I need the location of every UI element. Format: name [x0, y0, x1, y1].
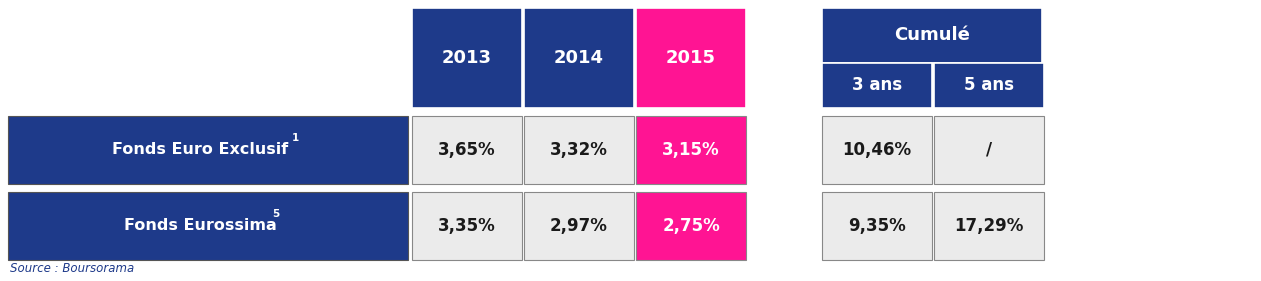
Bar — [525, 192, 634, 260]
Text: 2,97%: 2,97% — [550, 217, 608, 235]
Bar — [412, 116, 522, 184]
Bar — [8, 192, 409, 260]
Text: Cumulé: Cumulé — [894, 26, 970, 44]
Bar — [822, 63, 932, 108]
Bar — [934, 192, 1044, 260]
Text: 3,32%: 3,32% — [550, 141, 608, 159]
Bar — [636, 192, 747, 260]
Bar — [934, 116, 1044, 184]
Bar — [822, 8, 1042, 63]
Text: 3,65%: 3,65% — [438, 141, 496, 159]
Text: Fonds Eurossima: Fonds Eurossima — [124, 219, 276, 234]
Bar — [822, 192, 932, 260]
Text: 5: 5 — [272, 209, 280, 219]
Bar — [412, 192, 522, 260]
Text: 17,29%: 17,29% — [955, 217, 1024, 235]
Text: 3,35%: 3,35% — [438, 217, 496, 235]
Text: 2,75%: 2,75% — [662, 217, 720, 235]
Text: Source : Boursorama: Source : Boursorama — [10, 262, 134, 275]
Bar — [636, 8, 747, 108]
Text: Fonds Euro Exclusif: Fonds Euro Exclusif — [112, 142, 288, 157]
Text: 9,35%: 9,35% — [849, 217, 905, 235]
Text: 3 ans: 3 ans — [852, 76, 902, 94]
Bar — [525, 8, 634, 108]
Text: 3,15%: 3,15% — [662, 141, 720, 159]
Bar — [822, 116, 932, 184]
Bar — [525, 116, 634, 184]
Bar — [636, 116, 747, 184]
Bar — [934, 63, 1044, 108]
Text: 2015: 2015 — [666, 49, 716, 67]
Text: 10,46%: 10,46% — [842, 141, 912, 159]
Text: 2013: 2013 — [443, 49, 492, 67]
Bar — [412, 8, 522, 108]
Text: 2014: 2014 — [554, 49, 604, 67]
Text: /: / — [986, 141, 992, 159]
Text: 5 ans: 5 ans — [963, 76, 1014, 94]
Bar — [8, 116, 409, 184]
Text: 1: 1 — [291, 133, 299, 143]
